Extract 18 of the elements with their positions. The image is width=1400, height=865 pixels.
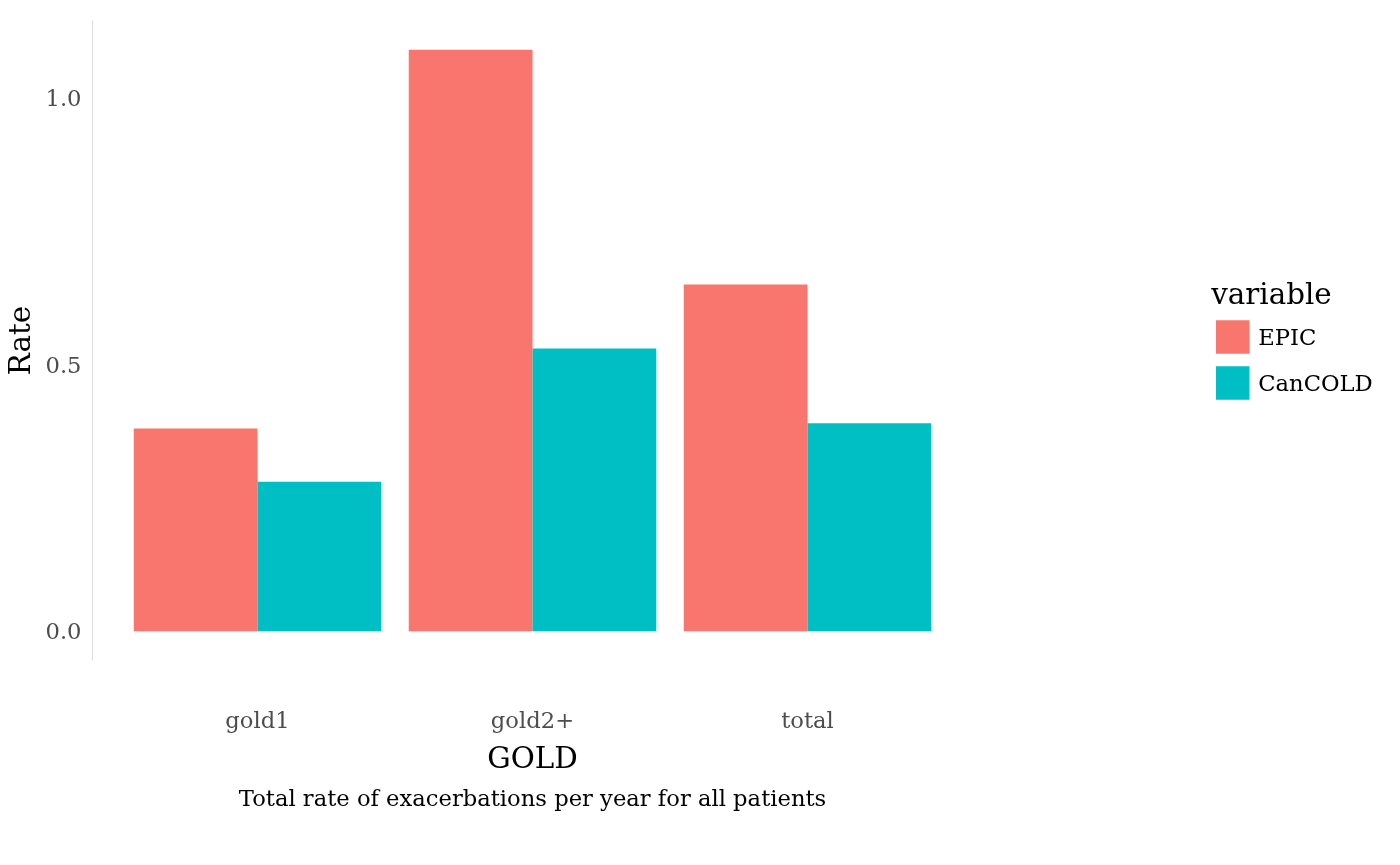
- y-tick-label: 1.0: [45, 84, 82, 111]
- legend-title: variable: [1211, 276, 1333, 311]
- legend-label: EPIC: [1258, 323, 1317, 350]
- bar: [807, 423, 932, 632]
- x-tick-label: total: [781, 706, 834, 733]
- bar: [683, 284, 808, 632]
- bar: [532, 348, 657, 632]
- bar: [408, 49, 533, 632]
- y-axis-title: Rate: [3, 305, 38, 376]
- x-tick-label: gold1: [225, 706, 290, 733]
- text: Total rate of exacerbations per year for all patients: [238, 784, 827, 811]
- y-tick-label: 0.0: [45, 618, 82, 645]
- y-tick-label: 0.5: [45, 351, 82, 378]
- legend-label: CanCOLD: [1258, 369, 1373, 396]
- x-axis-title: GOLD: [487, 740, 578, 775]
- bar: [257, 481, 382, 632]
- bar: [133, 428, 258, 632]
- x-tick-label: gold2+: [490, 706, 575, 733]
